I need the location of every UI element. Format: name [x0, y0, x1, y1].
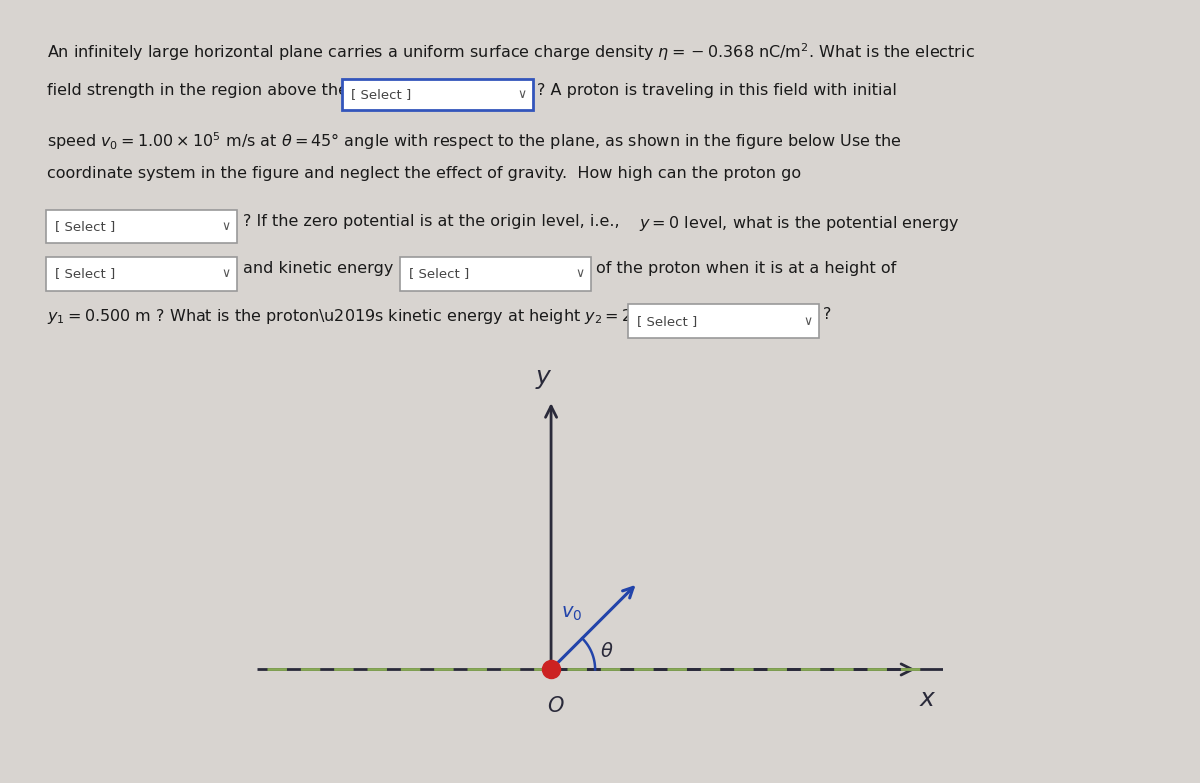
Text: An infinitely large horizontal plane carries a uniform surface charge density $\: An infinitely large horizontal plane car… — [47, 41, 974, 63]
Text: $y = 0$ level, what is the potential energy: $y = 0$ level, what is the potential ene… — [638, 214, 959, 233]
Text: ∨: ∨ — [575, 267, 584, 280]
Text: ? A proton is traveling in this field with initial: ? A proton is traveling in this field wi… — [536, 83, 896, 98]
Text: [ Select ]: [ Select ] — [55, 220, 115, 233]
Text: $x$: $x$ — [919, 687, 937, 711]
FancyBboxPatch shape — [628, 305, 820, 337]
FancyBboxPatch shape — [400, 257, 592, 290]
Text: field strength in the region above the plane: field strength in the region above the p… — [47, 83, 398, 98]
Text: $y$: $y$ — [535, 366, 552, 391]
Text: ∨: ∨ — [517, 88, 527, 101]
FancyBboxPatch shape — [46, 257, 238, 290]
Text: ?: ? — [823, 307, 832, 323]
Text: coordinate system in the figure and neglect the effect of gravity.  How high can: coordinate system in the figure and negl… — [47, 167, 802, 182]
Text: $v_0$: $v_0$ — [562, 604, 583, 623]
Text: [ Select ]: [ Select ] — [409, 267, 469, 280]
Text: $\theta$: $\theta$ — [600, 641, 613, 661]
Text: speed $v_0 = 1.00 \times 10^5$ m/s at $\theta = 45°$ angle with respect to the p: speed $v_0 = 1.00 \times 10^5$ m/s at $\… — [47, 130, 902, 152]
Text: ∨: ∨ — [221, 220, 230, 233]
Text: and kinetic energy: and kinetic energy — [244, 261, 394, 276]
Text: [ Select ]: [ Select ] — [55, 267, 115, 280]
Text: ? If the zero potential is at the origin level, i.e.,: ? If the zero potential is at the origin… — [244, 214, 619, 229]
Text: ∨: ∨ — [803, 315, 812, 327]
Text: $y_1 = 0.500$ m ? What is the proton\u2019s kinetic energy at height $y_2 = 2.00: $y_1 = 0.500$ m ? What is the proton\u20… — [47, 307, 678, 327]
Text: of the proton when it is at a height of: of the proton when it is at a height of — [596, 261, 896, 276]
FancyBboxPatch shape — [342, 79, 533, 110]
Text: [ Select ]: [ Select ] — [637, 315, 697, 327]
Text: ∨: ∨ — [221, 267, 230, 280]
Text: [ Select ]: [ Select ] — [350, 88, 410, 101]
Text: $O$: $O$ — [547, 696, 565, 716]
FancyBboxPatch shape — [46, 210, 238, 244]
